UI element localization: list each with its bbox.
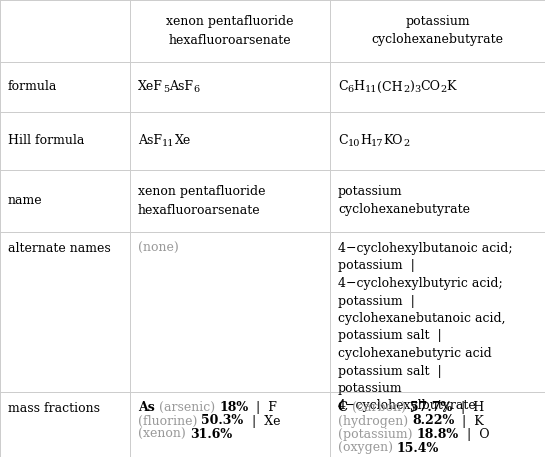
Text: (xenon): (xenon) — [138, 428, 190, 441]
Text: potassium
cyclohexanebutyrate: potassium cyclohexanebutyrate — [338, 186, 470, 217]
Text: 8.22%: 8.22% — [412, 414, 455, 427]
Text: C: C — [338, 80, 348, 94]
Text: 15.4%: 15.4% — [397, 441, 439, 455]
Text: (arsenic): (arsenic) — [159, 401, 219, 414]
Text: ): ) — [409, 80, 414, 94]
Text: As: As — [138, 401, 159, 414]
Text: xenon pentafluoride
hexafluoroarsenate: xenon pentafluoride hexafluoroarsenate — [138, 186, 265, 217]
Text: potassium
cyclohexanebutyrate: potassium cyclohexanebutyrate — [372, 16, 504, 47]
Text: xenon pentafluoride
hexafluoroarsenate: xenon pentafluoride hexafluoroarsenate — [166, 16, 294, 47]
Text: 4−cyclohexylbutanoic acid;
potassium  |
4−cyclohexylbutyric acid;
potassium  |
c: 4−cyclohexylbutanoic acid; potassium | 4… — [338, 242, 513, 413]
Text: formula: formula — [8, 80, 57, 94]
Text: (none): (none) — [138, 242, 179, 255]
Text: 57.7%: 57.7% — [410, 401, 453, 414]
Text: |  O: | O — [459, 428, 489, 441]
Text: KO: KO — [384, 134, 403, 148]
Text: XeF: XeF — [138, 80, 163, 94]
Text: 3: 3 — [414, 85, 420, 94]
Text: 10: 10 — [348, 139, 360, 148]
Text: C: C — [338, 401, 353, 414]
Text: CO: CO — [420, 80, 440, 94]
Text: |  H: | H — [453, 401, 484, 414]
Text: 18.8%: 18.8% — [416, 428, 459, 441]
Text: AsF: AsF — [138, 134, 162, 148]
Text: AsF: AsF — [169, 80, 193, 94]
Text: K: K — [446, 80, 456, 94]
Text: 31.6%: 31.6% — [190, 428, 232, 441]
Text: mass fractions: mass fractions — [8, 402, 100, 415]
Text: (fluorine): (fluorine) — [138, 414, 201, 427]
Text: Hill formula: Hill formula — [8, 134, 84, 148]
Text: 2: 2 — [403, 139, 409, 148]
Text: 6: 6 — [348, 85, 354, 94]
Text: 5: 5 — [163, 85, 169, 94]
Text: 18%: 18% — [219, 401, 249, 414]
Text: (oxygen): (oxygen) — [338, 441, 397, 455]
Text: |  Xe: | Xe — [244, 414, 280, 427]
Text: 2: 2 — [440, 85, 446, 94]
Text: (CH: (CH — [377, 80, 403, 94]
Text: H: H — [360, 134, 371, 148]
Text: (hydrogen): (hydrogen) — [338, 414, 412, 427]
Text: Xe: Xe — [174, 134, 191, 148]
Text: 17: 17 — [371, 139, 384, 148]
Text: (potassium): (potassium) — [338, 428, 416, 441]
Text: 6: 6 — [193, 85, 199, 94]
Text: 11: 11 — [162, 139, 174, 148]
Text: 11: 11 — [365, 85, 377, 94]
Text: |  F: | F — [249, 401, 277, 414]
Text: (carbon): (carbon) — [353, 401, 410, 414]
Text: H: H — [354, 80, 365, 94]
Text: alternate names: alternate names — [8, 242, 111, 255]
Text: name: name — [8, 195, 43, 207]
Text: 2: 2 — [403, 85, 409, 94]
Text: C: C — [338, 134, 348, 148]
Text: |  K: | K — [455, 414, 484, 427]
Text: 50.3%: 50.3% — [201, 414, 244, 427]
